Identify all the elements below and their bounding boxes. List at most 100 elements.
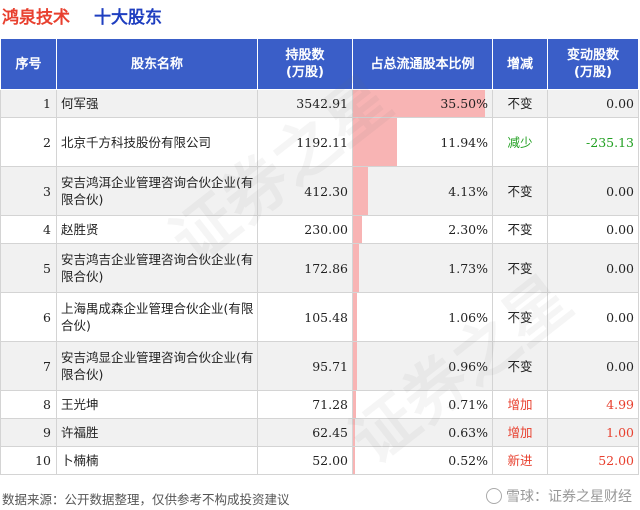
row-index: 7: [0, 341, 57, 391]
row-index: 4: [0, 215, 57, 244]
float-ratio: 4.13%: [448, 183, 488, 199]
change-status: 新进: [492, 446, 548, 475]
ratio-bar: [353, 216, 362, 243]
table-header-row: 序号 股东名称 持股数 (万股) 占总流通股本比例 增减 变动股数 (万股): [0, 38, 639, 90]
table-row: 2 北京千方科技股份有限公司 1192.11 11.94% 减少 -235.13: [0, 117, 639, 167]
col-header-delta: 变动股数 (万股): [547, 38, 639, 90]
col-header-ratio: 占总流通股本比例: [352, 38, 493, 90]
change-status: 增加: [492, 418, 548, 447]
shares-held: 62.45: [257, 418, 353, 447]
shares-held: 3542.91: [257, 89, 353, 118]
table-row: 5 安吉鸿吉企业管理咨询合伙企业(有限合伙) 172.86 1.73% 不变 0.00: [0, 243, 639, 293]
shares-held: 52.00: [257, 446, 353, 475]
shareholder-name: 赵胜贤: [56, 215, 258, 244]
float-ratio: 0.71%: [448, 397, 488, 412]
shareholder-name: 许福胜: [56, 418, 258, 447]
change-status: 减少: [492, 117, 548, 167]
float-ratio-cell: 0.96%: [352, 341, 493, 391]
table-row: 6 上海禺成森企业管理合伙企业(有限合伙) 105.48 1.06% 不变 0.00: [0, 292, 639, 342]
shares-held: 172.86: [257, 243, 353, 293]
table-row: 1 何军强 3542.91 35.50% 不变 0.00: [0, 89, 639, 118]
ratio-bar: [353, 391, 356, 418]
float-ratio-cell: 2.30%: [352, 215, 493, 244]
col-header-shares: 持股数 (万股): [257, 38, 353, 90]
row-index: 1: [0, 89, 57, 118]
float-ratio-cell: 1.73%: [352, 243, 493, 293]
row-index: 8: [0, 390, 57, 419]
float-ratio: 1.73%: [448, 260, 488, 276]
ratio-bar: [353, 419, 356, 446]
float-ratio: 0.63%: [448, 425, 488, 440]
ratio-bar: [353, 447, 355, 474]
ratio-bar: [353, 118, 398, 166]
row-index: 9: [0, 418, 57, 447]
float-ratio-cell: 1.06%: [352, 292, 493, 342]
float-ratio-cell: 35.50%: [352, 89, 493, 118]
float-ratio-cell: 0.63%: [352, 418, 493, 447]
float-ratio: 35.50%: [440, 96, 488, 111]
shares-held: 95.71: [257, 341, 353, 391]
brand-text: 雪球：证券之星财经: [506, 489, 632, 505]
title-bar: 鸿泉技术 十大股东: [0, 0, 640, 30]
ratio-bar: [353, 167, 369, 215]
ratio-bar: [353, 342, 357, 390]
float-ratio: 0.96%: [448, 358, 488, 374]
table-row: 8 王光坤 71.28 0.71% 增加 4.99: [0, 390, 639, 419]
table-row: 3 安吉鸿洱企业管理咨询合伙企业(有限合伙) 412.30 4.13% 不变 0.00: [0, 166, 639, 216]
col-header-index: 序号: [0, 38, 57, 90]
table-row: 9 许福胜 62.45 0.63% 增加 1.00: [0, 418, 639, 447]
shareholder-name: 北京千方科技股份有限公司: [56, 117, 258, 167]
shareholder-name: 王光坤: [56, 390, 258, 419]
float-ratio-cell: 4.13%: [352, 166, 493, 216]
shares-held: 1192.11: [257, 117, 353, 167]
float-ratio: 0.52%: [448, 453, 488, 468]
company-name: 鸿泉技术: [2, 8, 70, 28]
change-status: 增加: [492, 390, 548, 419]
float-ratio-cell: 0.71%: [352, 390, 493, 419]
float-ratio: 2.30%: [448, 222, 488, 237]
change-shares: -235.13: [547, 117, 639, 167]
change-shares: 52.00: [547, 446, 639, 475]
row-index: 6: [0, 292, 57, 342]
change-shares: 0.00: [547, 89, 639, 118]
shares-held: 71.28: [257, 390, 353, 419]
ratio-bar: [353, 293, 357, 341]
shareholder-name: 安吉鸿洱企业管理咨询合伙企业(有限合伙): [56, 166, 258, 216]
snowball-icon: [486, 488, 502, 504]
table-row: 7 安吉鸿显企业管理咨询合伙企业(有限合伙) 95.71 0.96% 不变 0.00: [0, 341, 639, 391]
shares-held: 412.30: [257, 166, 353, 216]
shareholder-name: 安吉鸿显企业管理咨询合伙企业(有限合伙): [56, 341, 258, 391]
row-index: 2: [0, 117, 57, 167]
col-header-name: 股东名称: [56, 38, 258, 90]
table-row: 4 赵胜贤 230.00 2.30% 不变 0.00: [0, 215, 639, 244]
shareholder-name: 上海禺成森企业管理合伙企业(有限合伙): [56, 292, 258, 342]
table-row: 10 卜楠楠 52.00 0.52% 新进 52.00: [0, 446, 639, 475]
change-status: 不变: [492, 215, 548, 244]
shareholder-name: 何军强: [56, 89, 258, 118]
float-ratio-cell: 11.94%: [352, 117, 493, 167]
row-index: 10: [0, 446, 57, 475]
change-shares: 0.00: [547, 292, 639, 342]
ratio-bar: [353, 244, 360, 292]
data-source-note: 数据来源：公开数据整理，仅供参考不构成投资建议: [2, 492, 290, 507]
float-ratio: 11.94%: [440, 134, 488, 150]
change-status: 不变: [492, 243, 548, 293]
float-ratio: 1.06%: [448, 309, 488, 325]
page-title: 十大股东: [94, 8, 162, 28]
change-shares: 0.00: [547, 166, 639, 216]
change-shares: 4.99: [547, 390, 639, 419]
change-shares: 0.00: [547, 243, 639, 293]
brand-label: 雪球：证券之星财经: [486, 486, 632, 506]
change-shares: 1.00: [547, 418, 639, 447]
change-status: 不变: [492, 166, 548, 216]
change-status: 不变: [492, 89, 548, 118]
row-index: 5: [0, 243, 57, 293]
shareholder-name: 卜楠楠: [56, 446, 258, 475]
shares-held: 105.48: [257, 292, 353, 342]
change-status: 不变: [492, 341, 548, 391]
float-ratio-cell: 0.52%: [352, 446, 493, 475]
shares-held: 230.00: [257, 215, 353, 244]
ratio-bar: [353, 90, 485, 117]
change-status: 不变: [492, 292, 548, 342]
change-shares: 0.00: [547, 215, 639, 244]
